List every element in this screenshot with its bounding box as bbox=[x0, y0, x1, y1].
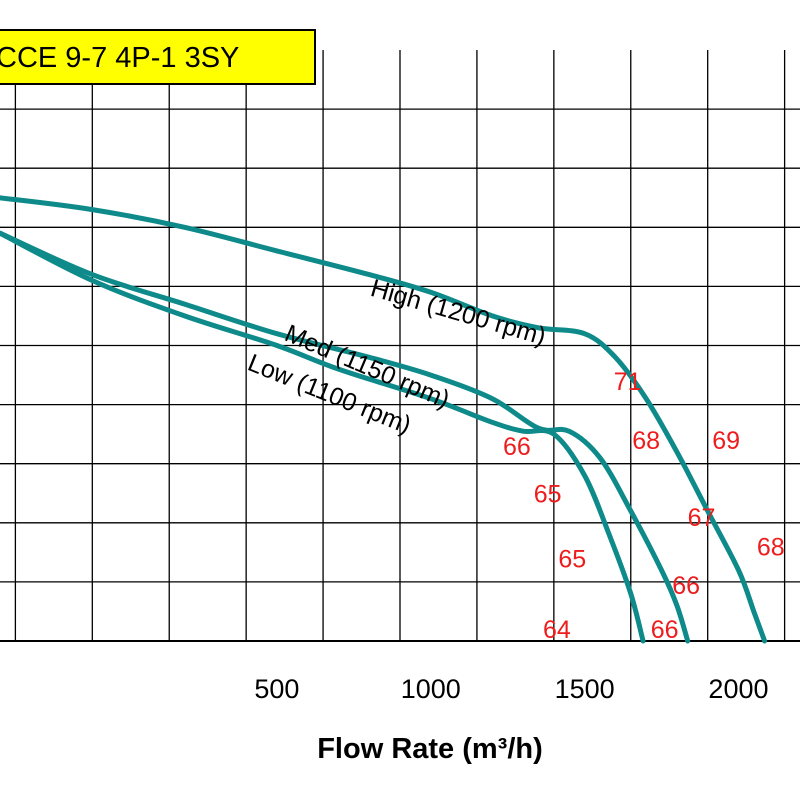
curve-series-1 bbox=[0, 230, 691, 644]
chart-grid bbox=[0, 50, 800, 642]
efficiency-label-1: 69 bbox=[712, 427, 740, 455]
efficiency-label-6: 68 bbox=[757, 533, 785, 561]
x-tick-label-500: 500 bbox=[254, 674, 299, 704]
title-box: CCE 9-7 4P-1 3SY bbox=[0, 29, 316, 85]
curve-series-0 bbox=[0, 195, 768, 644]
curve-labels: High (1200 rpm)Med (1150 rpm)Low (1100 r… bbox=[244, 274, 549, 439]
x-tick-label-1500: 1500 bbox=[555, 674, 615, 704]
efficiency-label-0: 71 bbox=[614, 368, 642, 396]
efficiency-label-2: 68 bbox=[632, 427, 660, 455]
curve-label-0: High (1200 rpm) bbox=[368, 274, 549, 351]
x-tick-label-2000: 2000 bbox=[708, 674, 768, 704]
performance-curves bbox=[0, 195, 768, 644]
chart-title: CCE 9-7 4P-1 3SY bbox=[0, 42, 239, 74]
x-axis-label: Flow Rate (m³/h) bbox=[317, 733, 543, 765]
efficiency-label-5: 67 bbox=[688, 504, 716, 532]
efficiency-label-10: 66 bbox=[651, 616, 679, 644]
efficiency-label-8: 66 bbox=[672, 572, 700, 600]
efficiency-label-3: 66 bbox=[503, 433, 531, 461]
curve-series-2 bbox=[0, 230, 646, 644]
efficiency-label-4: 65 bbox=[534, 480, 562, 508]
efficiency-label-9: 64 bbox=[543, 616, 571, 644]
title-background bbox=[0, 29, 316, 85]
x-tick-labels: 500 1000 1500 2000 bbox=[254, 674, 768, 704]
efficiency-labels: 71696866656768656664666 bbox=[503, 368, 785, 644]
efficiency-label-7: 65 bbox=[558, 545, 586, 573]
x-tick-label-1000: 1000 bbox=[401, 674, 461, 704]
